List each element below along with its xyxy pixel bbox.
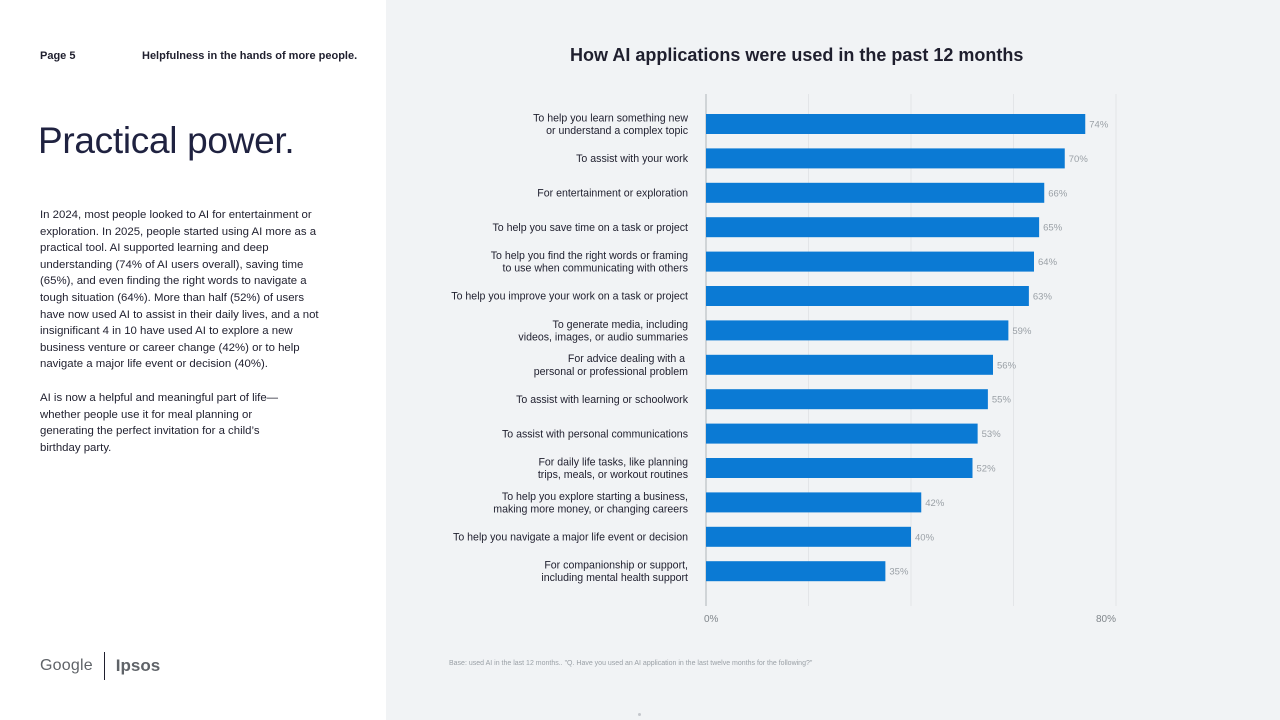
chart-title: How AI applications were used in the pas…	[570, 45, 1024, 65]
data-label: 74%	[1089, 120, 1109, 131]
data-label: 59%	[1012, 326, 1032, 337]
bar	[706, 492, 922, 513]
bar	[706, 561, 886, 582]
chart-footnote: Base: used AI in the last 12 months.. "Q…	[449, 660, 813, 667]
google-logo: Google	[40, 657, 93, 674]
data-label: 52%	[977, 464, 997, 475]
data-label: 66%	[1048, 188, 1068, 199]
category-label: To help you save time on a task or proje…	[493, 222, 689, 234]
body-paragraph-2: AI is now a helpful and meaningful part …	[40, 392, 279, 454]
data-label: 42%	[925, 498, 945, 509]
category-label: To help you learn something new or unders…	[533, 112, 689, 137]
category-label: For daily life tasks, like planning trips…	[538, 456, 688, 481]
data-label: 64%	[1038, 257, 1058, 268]
data-label: 53%	[982, 429, 1002, 440]
category-label: To help you improve your work on a task …	[451, 291, 688, 303]
bar	[706, 526, 911, 547]
bar	[706, 423, 978, 444]
bar	[706, 251, 1034, 272]
bar	[706, 182, 1045, 203]
category-label: To generate media, including videos, imag…	[518, 319, 688, 344]
category-label: For companionship or support, including m…	[541, 560, 688, 585]
category-label: For advice dealing with a personal or pr…	[534, 353, 688, 378]
data-label: 63%	[1033, 292, 1053, 303]
bar	[706, 389, 988, 410]
data-label: 70%	[1069, 154, 1089, 165]
header-tagline: Helpfulness in the hands of more people.	[142, 50, 358, 62]
data-label: 40%	[915, 532, 935, 543]
category-label: To assist with personal communications	[502, 428, 688, 440]
x-tick-label: 0%	[704, 614, 719, 625]
page-title: Practical power.	[38, 120, 295, 161]
category-label: For entertainment or exploration	[537, 188, 688, 200]
category-label: To assist with learning or schoolwork	[516, 394, 689, 406]
data-label: 65%	[1043, 223, 1063, 234]
data-label: 35%	[889, 567, 909, 578]
ipsos-logo: Ipsos	[115, 656, 161, 675]
data-label: 55%	[992, 395, 1012, 406]
bar	[706, 217, 1040, 238]
bar	[706, 354, 993, 375]
bar-chart: 74% To help you learn something new or und…	[451, 94, 1117, 625]
bar	[706, 458, 973, 478]
left-panel: Page 5 Helpfulness in the hands of more …	[0, 0, 386, 720]
bar	[706, 114, 1086, 134]
bar	[706, 320, 1009, 341]
category-label: To help you find the right words or fram…	[491, 250, 688, 275]
page-number: Page 5	[40, 50, 76, 62]
page-indicator-dot	[638, 713, 641, 716]
logo-bar: Google Ipsos	[40, 652, 160, 680]
category-label: To assist with your work	[576, 153, 689, 165]
bar	[706, 148, 1065, 169]
category-label: To help you navigate a major life event …	[453, 532, 688, 544]
category-label: To help you explore starting a business,…	[493, 491, 688, 516]
x-tick-label: 80%	[1096, 614, 1116, 625]
data-label: 56%	[997, 360, 1017, 371]
logo-divider	[103, 652, 105, 680]
bar	[706, 286, 1029, 306]
body-paragraph-1: In 2024, most people looked to AI for en…	[40, 209, 319, 371]
